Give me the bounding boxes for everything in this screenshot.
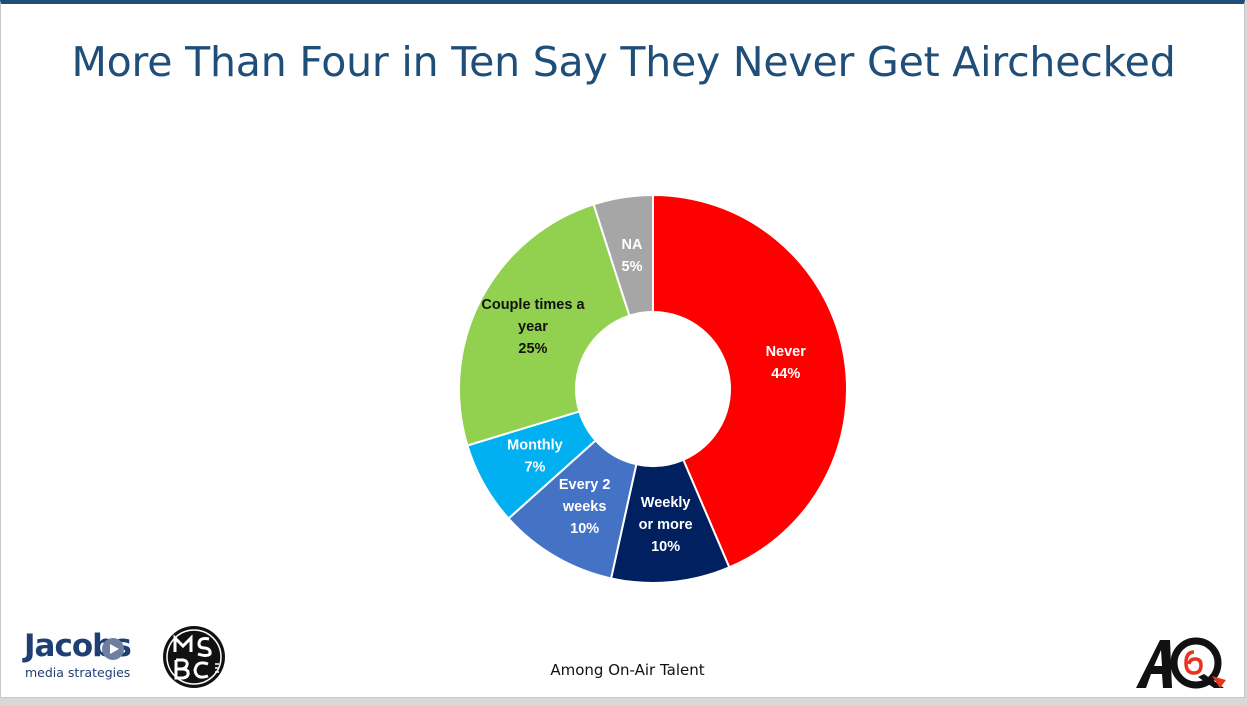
data-label-line: Never	[766, 344, 807, 360]
data-label-line: 44%	[771, 366, 800, 382]
data-label-couple-times-a-year: Couple times a year 25%	[481, 297, 585, 357]
data-label-line: year	[518, 319, 548, 335]
data-label-monthly: Monthly 7%	[507, 438, 563, 476]
data-label-line: weeks	[562, 499, 607, 515]
donut-labels: Never 44% Weekly or more 10% Every 2 weeks 10% M…	[481, 237, 806, 555]
slide-title: More Than Four in Ten Say They Never Get…	[71, 38, 1176, 86]
data-label-line: Monthly	[507, 438, 563, 454]
data-label-line: 10%	[570, 521, 599, 537]
data-label-na: NA 5%	[622, 237, 643, 275]
jacobs-logo: Jacobs media strategies	[24, 628, 154, 684]
data-label-line: Couple times a	[481, 297, 585, 313]
msbc-logo	[163, 626, 225, 688]
footnote: Among On-Air Talent	[550, 661, 705, 679]
data-label-line: 10%	[651, 539, 680, 555]
slice-na	[592, 193, 654, 317]
donut-slices	[458, 193, 848, 584]
slice-couple-times-a-year	[458, 203, 631, 447]
data-label-weekly-or-more: Weekly or more 10%	[639, 495, 693, 555]
data-label-line: Every 2	[559, 477, 611, 493]
jacobs-logo-tagline: media strategies	[25, 665, 131, 680]
aq-logo	[1136, 637, 1226, 689]
data-label-line: 7%	[524, 460, 545, 476]
data-label-line: 5%	[622, 259, 643, 275]
data-label-line: or more	[639, 517, 693, 533]
play-icon	[102, 638, 124, 660]
data-label-every-2-weeks: Every 2 weeks 10%	[559, 477, 611, 537]
data-label-line: NA	[622, 237, 643, 253]
data-label-never: Never 44%	[766, 344, 807, 382]
slice-never	[652, 193, 848, 569]
data-label-line: 25%	[518, 341, 547, 357]
data-label-line: Weekly	[641, 495, 691, 511]
